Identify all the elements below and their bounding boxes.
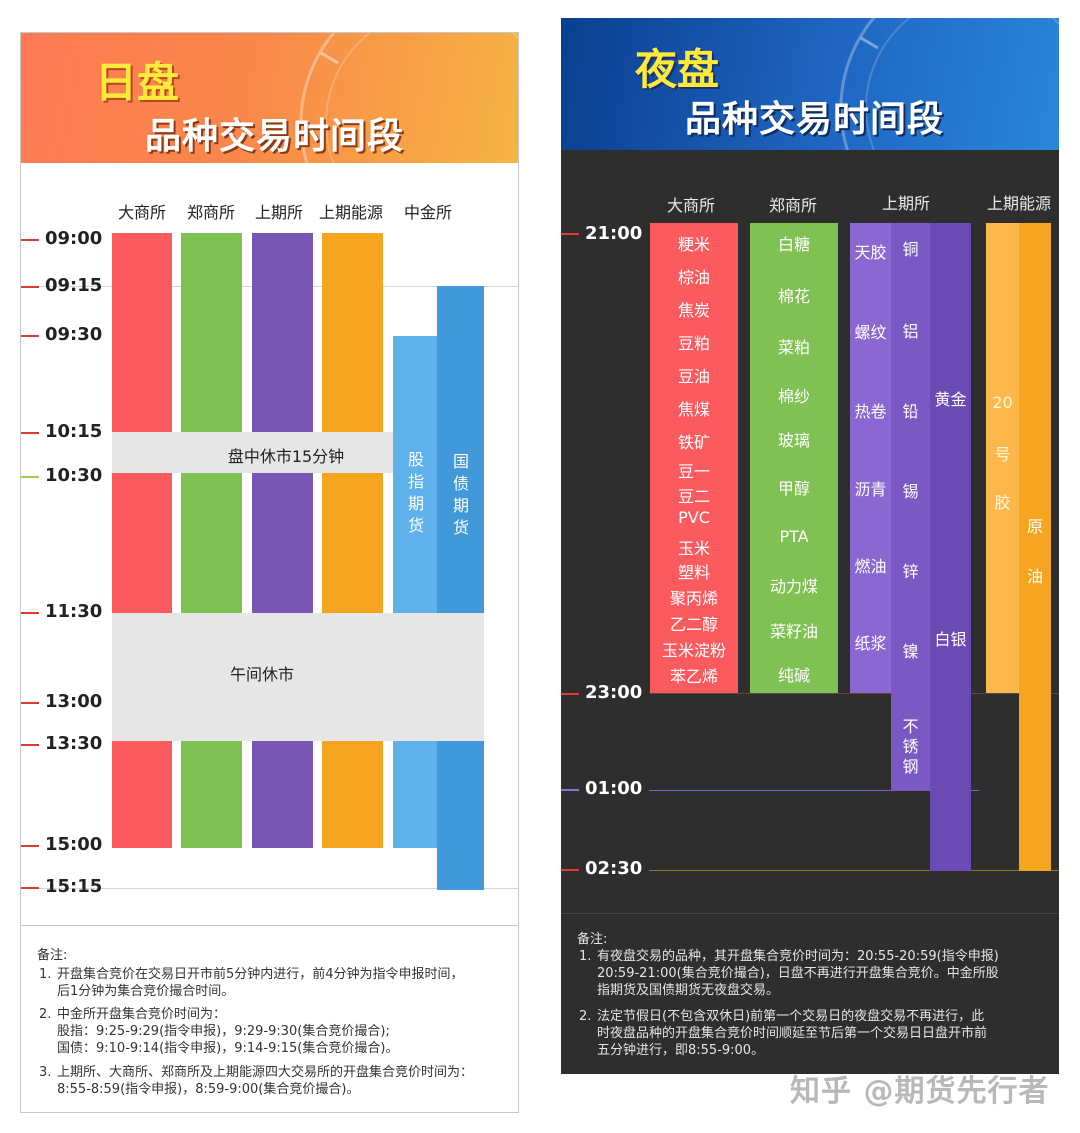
break-band-morning [112,432,393,473]
time-2300: 23:00 [585,682,643,703]
time-1130: 11:30 [45,601,103,622]
clock-dial-decoration [839,18,1059,150]
day-header-shfe: 上期所 [254,203,303,222]
time-1500: 15:00 [45,834,103,855]
time-1300: 13:00 [45,691,103,712]
time-1330: 13:30 [45,733,103,754]
day-bar-czce [181,233,242,848]
time-0230: 02:30 [585,858,643,879]
day-header-dce: 大商所 [117,203,166,222]
night-title: 夜盘 [635,45,720,94]
night-session-panel: 夜盘 品种交易时间段 大商所 郑商所 上期所 上期能源 21:00 23:00 … [561,18,1059,1074]
day-header-cffex: 中金所 [403,203,452,222]
time-1015: 10:15 [45,421,103,442]
tick-1130 [21,612,39,614]
tick-1500 [21,845,39,847]
night-bar-ine-0230: 原 油 [1019,223,1051,871]
day-bar-stock-index [393,336,438,848]
night-header-czce: 郑商所 [768,196,817,215]
time-0930: 09:30 [45,324,103,345]
day-note-2: 2. 中金所开盘集合竞价时间为： 股指：9:25-9:29(指令申报)，9:29-… [39,1007,399,1056]
day-bar-dce [112,233,172,848]
break-morning-label: 盘中休市15分钟 [227,447,345,466]
tick-2300 [561,693,579,695]
night-notes-title: 备注: [577,932,608,947]
guide-2300 [649,693,1059,694]
tick-2100 [561,233,579,235]
tick-0100 [561,789,579,791]
time-0100: 01:00 [585,778,643,799]
night-bar-shfe-0100: 铜 铝 铅 锡 锌 镍 不 锈 钢 [891,223,930,791]
break-band-noon [112,613,484,741]
day-session-panel: 日盘 品种交易时间段 大商所 郑商所 上期所 上期能源 中金所 09:00 09… [20,32,519,1113]
tick-0930 [21,335,39,337]
day-banner: 日盘 品种交易时间段 [21,33,518,163]
guide-0100 [649,790,979,791]
gridline-1515 [21,888,518,889]
break-noon-label: 午间休市 [229,665,294,684]
tick-0230 [561,869,579,871]
night-header-ine: 上期能源 [986,194,1051,213]
tick-1515 [21,887,39,889]
night-bar-dce: 粳米 棕油 焦炭 豆粕 豆油 焦煤 铁矿 豆一 豆二 PVC 玉米 塑料 聚丙烯… [650,223,738,693]
watermark: 知乎 @期货先行者 [790,1074,1050,1109]
tick-1015 [21,432,39,434]
night-bar-shfe-0230: 黄金 白银 [930,223,971,871]
night-note-2: 2. 法定节假日(不包含双休日)前第一个交易日的夜盘交易不再进行，此 时夜盘品种的… [579,1009,988,1058]
tick-0915 [21,286,39,288]
bond-futures-label: 国 债 期 货 [452,452,469,537]
day-bar-bond [437,286,484,890]
night-notes: 备注: 1. 有夜盘交易的品种，其开盘集合竞价时间为：20:55-20:59(指令… [561,913,1059,1074]
tick-1030 [21,476,39,478]
tick-1330 [21,744,39,746]
day-note-1: 1. 开盘集合竞价在交易日开市前5分钟内进行，前4分钟为指令申报时间， 后1分钟为… [39,967,464,999]
time-0900: 09:00 [45,228,103,249]
time-0915: 09:15 [45,275,103,296]
day-note-3: 3. 上期所、大商所、郑商所及上期能源四大交易所的开盘集合竞价时间为： 8:55-… [39,1065,474,1097]
tick-1300 [21,702,39,704]
night-note-1: 1. 有夜盘交易的品种，其开盘集合竞价时间为：20:55-20:59(指令申报) … [579,949,999,998]
time-1515: 15:15 [45,876,103,897]
day-subtitle: 品种交易时间段 [145,116,405,157]
day-bar-ine [322,233,383,848]
night-bar-shfe-2300: 天胶 螺纹 热卷 沥青 燃油 纸浆 [850,223,891,693]
tick-0900 [21,239,39,241]
day-notes: 备注: 1. 开盘集合竞价在交易日开市前5分钟内进行，前4分钟为指令申报时间， 后… [21,925,518,1112]
time-2100: 21:00 [585,223,643,244]
day-header-ine: 上期能源 [318,203,383,222]
night-subtitle: 品种交易时间段 [685,99,945,140]
night-bar-czce: 白糖 棉花 菜粕 棉纱 玻璃 甲醇 PTA 动力煤 菜籽油 纯碱 [750,223,838,693]
stock-index-label: 股 指 期 货 [407,450,424,535]
night-header-dce: 大商所 [666,196,715,215]
day-header-czce: 郑商所 [186,203,235,222]
day-notes-title: 备注: [37,948,68,963]
day-title: 日盘 [95,58,180,107]
day-bar-shfe [252,233,313,848]
night-bar-ine-2300: 20 号 胶 [986,223,1019,693]
night-header-shfe: 上期所 [881,194,930,213]
clock-dial-decoration [299,33,518,163]
time-1030: 10:30 [45,465,103,486]
night-banner: 夜盘 品种交易时间段 [561,18,1059,150]
guide-0230 [649,870,1059,871]
